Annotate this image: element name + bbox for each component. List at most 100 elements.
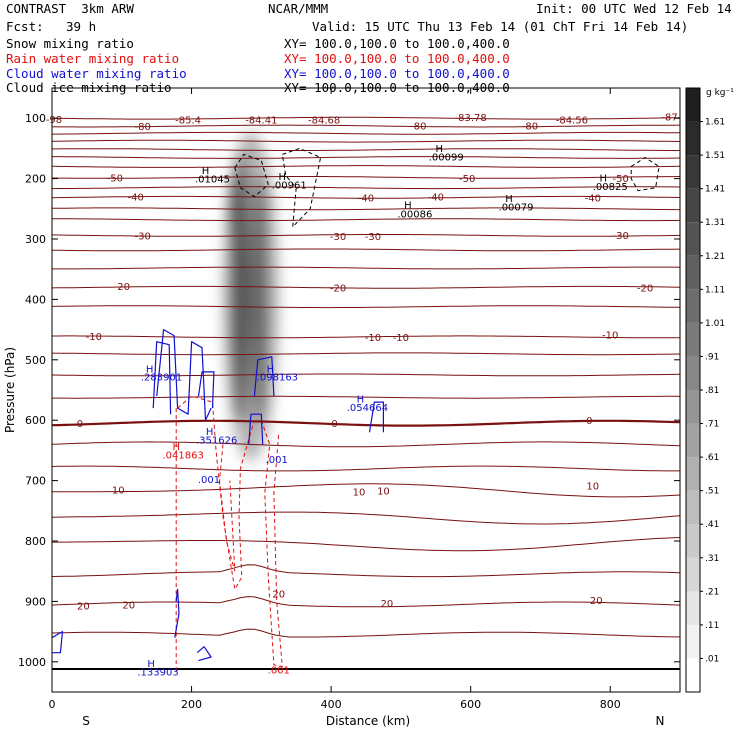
snow-core-right [251,174,268,425]
colorbar-swatch [686,624,700,659]
colorbar-label: .41 [705,520,719,530]
cloud-ice-contour [281,147,322,229]
cloud-water-contour [248,413,264,445]
isotherm [52,305,680,309]
cloud-ice-label: .00086 [397,210,432,221]
isotherm-label: -30 [365,232,381,243]
cloud-water-contour [197,371,215,409]
isotherm [52,564,680,578]
cloud-water-label: .133903 [137,667,178,678]
x-axis-north-label: N [656,714,665,728]
legend-rain-xy: XY= 100.0,100.0 to 100.0,400.0 [284,51,510,66]
x-tick-label: 600 [460,698,481,711]
cloud-water-label: .001 [266,455,288,466]
colorbar-label: .01 [705,654,719,664]
plot-frame [51,87,681,693]
cloud-ice-label: .01045 [195,175,230,186]
y-tick-label: 200 [25,173,46,186]
colorbar-swatch [686,289,700,323]
isotherm-label: -10 [602,330,618,341]
cloud-ice-label: H [599,173,607,184]
isotherm-label: -80 [522,121,538,132]
forecast-hour: 39 h [66,19,97,34]
y-tick-label: 600 [25,414,46,427]
x-tick-label: 400 [321,698,342,711]
cloud-water-label: H [357,394,365,405]
colorbar-swatch [686,155,700,189]
cloud-water-label: H [267,364,275,375]
rain-contour [218,444,236,572]
y-tick-label: 400 [25,293,46,306]
isotherm-label: 0 [77,419,83,430]
x-axis-title: Distance (km) [326,714,410,728]
isotherm [52,218,680,222]
colorbar-label: .11 [705,621,719,631]
colorbar-swatch [686,423,700,458]
isotherm-label: -98 [46,115,62,126]
cloud-water-label: .054664 [347,403,388,414]
isotherm [52,419,680,427]
x-tick-label: 200 [181,698,202,711]
center-title: NCAR/MMM [268,1,329,16]
isotherm-label: -20 [114,282,130,293]
colorbar-label: .61 [705,453,719,463]
isotherm [52,139,680,143]
colorbar-swatch [686,557,700,592]
valid-time: Valid: 15 UTC Thu 13 Feb 14 (01 ChT Fri … [312,19,689,34]
isotherm-label: 0 [586,416,592,427]
y-tick-label: 800 [25,535,46,548]
isotherm-label: 20 [272,590,285,601]
isotherm [52,483,680,498]
isotherm-label: -80 [135,122,151,133]
colorbar-swatch [686,457,700,491]
isotherm-label: -80 [410,121,426,132]
cloud-ice-label: .00825 [593,182,628,193]
isotherm [52,124,680,128]
isotherm [52,195,680,199]
legend-snow-xy: XY= 100.0,100.0 to 100.0,400.0 [284,36,510,51]
isotherm [52,596,680,608]
colorbar-swatch [686,88,700,122]
colorbar-swatch [686,255,700,290]
isotherm-label: 20 [381,599,394,610]
y-tick-label: 1000 [18,656,46,669]
cloud-ice-label: .00099 [429,152,464,163]
rain-label: .001 [268,666,290,677]
cloud-ice-contour [630,156,660,192]
colorbar-label: 1.41 [705,185,725,195]
y-tick-label: 500 [25,354,46,367]
isotherm-label: -50 [107,173,123,184]
isotherm [52,234,680,237]
rain-mixing-ratio-contours [175,395,283,674]
x-tick-label: 0 [49,698,56,711]
isotherm-label: -40 [358,193,374,204]
colorbar-label: .81 [705,386,719,396]
cloud-water-label: .098163 [257,373,298,384]
isotherm-label: 20 [590,596,603,607]
cloud-ice-label: H [279,172,287,183]
isotherm [52,116,680,120]
cloud-water-contour [174,588,180,638]
cloud-water-label: H [206,427,214,438]
colorbar-label: .31 [705,554,719,564]
init-time: Init: 00 UTC Wed 12 Feb 14 [536,1,732,16]
isotherm-label: 20 [122,600,135,611]
isotherm-label: 10 [586,481,599,492]
isotherm-label: -40 [585,193,601,204]
cloud-ice-contours [234,147,660,229]
cloud-ice-label: H [202,166,210,177]
colorbar-label: .51 [705,487,719,497]
rain-contour [177,395,255,591]
colorbar-label: 1.51 [705,151,725,161]
y-axis-title: Pressure (hPa) [3,347,17,433]
isotherm [52,285,680,289]
legend-rain-label: Rain water mixing ratio [6,51,180,66]
contour-labels: -98 -85.4 -84.41 -84.68 -83.78 -84.56 -87 -80 -8… [46,112,678,678]
y-tick-label: 300 [25,233,46,246]
isotherm [52,465,680,472]
cloud-water-contour [368,401,384,433]
isotherm-label: -40 [428,193,444,204]
isotherm [52,441,680,448]
isotherm-label: 10 [112,486,125,497]
